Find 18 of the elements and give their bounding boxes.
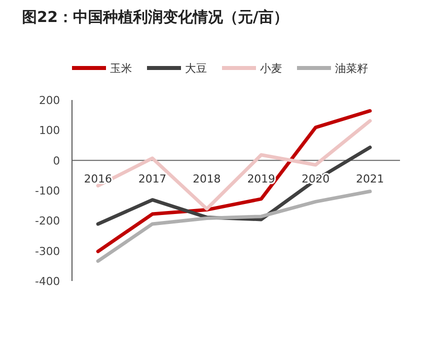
- x-tick-label: 2016: [84, 172, 112, 186]
- legend-label: 油菜籽: [335, 62, 368, 75]
- legend-label: 玉米: [110, 62, 132, 75]
- y-tick-label: -400: [35, 275, 60, 288]
- y-tick-label: 200: [39, 94, 60, 107]
- y-tick-label: -100: [35, 184, 60, 198]
- y-tick-label: -300: [35, 244, 60, 258]
- legend-label: 小麦: [260, 62, 282, 75]
- y-tick-label: 100: [39, 124, 60, 138]
- x-tick-label: 2019: [247, 172, 276, 186]
- chart-title: 图22：中国种植利润变化情况（元/亩）: [22, 8, 288, 26]
- x-tick-label: 2018: [192, 172, 221, 186]
- y-tick-label: -200: [35, 214, 60, 228]
- y-tick-label: 0: [53, 154, 60, 168]
- x-tick-label: 2021: [356, 172, 384, 186]
- line-series: [96, 190, 372, 263]
- x-tick-label: 2017: [138, 172, 166, 186]
- legend-label: 大豆: [185, 62, 207, 75]
